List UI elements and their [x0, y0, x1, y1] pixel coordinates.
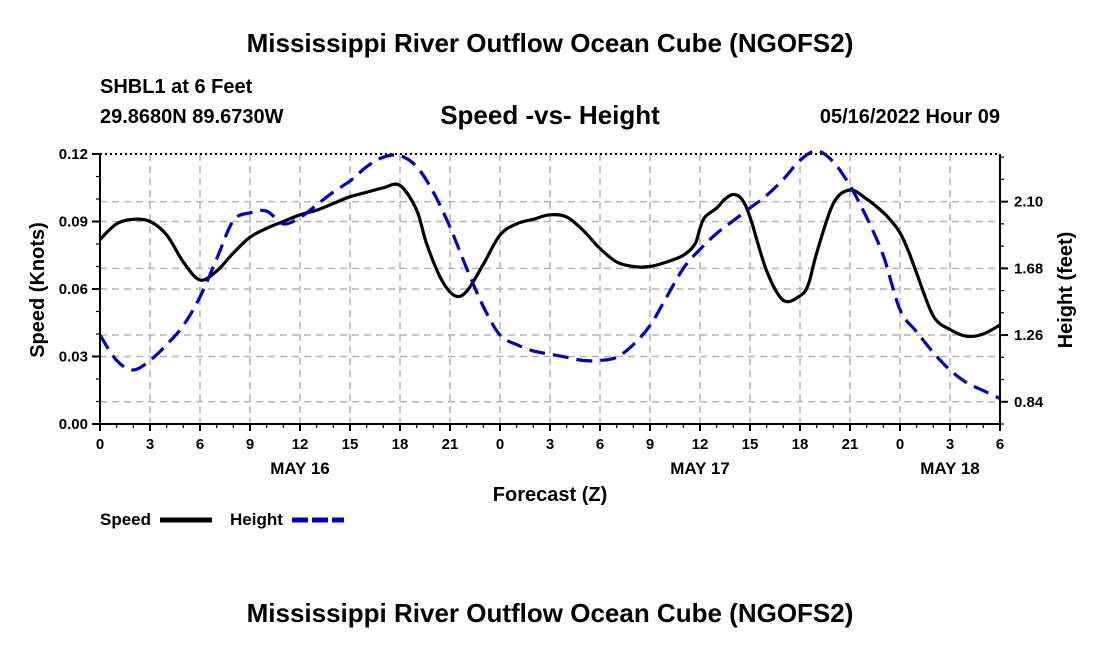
legend-label-height: Height	[230, 510, 283, 529]
x-tick-label: 12	[692, 436, 709, 453]
series-speed-line	[98, 182, 1001, 339]
y2-tick-label: 1.68	[1014, 260, 1043, 277]
station-label: SHBL1 at 6 Feet	[100, 76, 253, 98]
x-tick-label: 15	[742, 436, 759, 453]
y-tick-label: 0.09	[59, 214, 88, 231]
y2-tick-label: 1.26	[1014, 327, 1043, 344]
forecast-datestamp: 05/16/2022 Hour 09	[819, 106, 1000, 128]
x-date-label: MAY 16	[270, 459, 330, 478]
y2-tick-label: 0.84	[1014, 394, 1044, 411]
x-axis-label: Forecast (Z)	[493, 484, 607, 506]
y-axis-speed: 0.00 0.03 0.06 0.09 0.12	[59, 146, 100, 433]
page-title: Mississippi River Outflow Ocean Cube (NG…	[246, 28, 854, 58]
x-tick-label: 18	[792, 436, 809, 453]
series-layer	[98, 149, 1001, 401]
x-tick-label: 15	[342, 436, 359, 453]
x-tick-label: 6	[196, 436, 204, 453]
x-tick-label: 3	[546, 436, 554, 453]
x-tick-label: 18	[392, 436, 409, 453]
y2-axis-label: Height (feet)	[1055, 232, 1077, 349]
x-axis: 0 3 6 9 12 15 18 21 0 3 6 9 12 15 18 21 0 3 6 MAY 16 MAY 17 M…	[96, 424, 1004, 478]
x-tick-label: 0	[896, 436, 904, 453]
x-tick-label: 3	[146, 436, 154, 453]
x-tick-label: 3	[946, 436, 954, 453]
chart-subtitle: Speed -vs- Height	[440, 100, 660, 130]
grid-layer	[100, 154, 1000, 424]
x-tick-label: 21	[442, 436, 459, 453]
coordinates-label: 29.8680N 89.6730W	[100, 106, 284, 128]
x-tick-label: 0	[96, 436, 104, 453]
footer-title: Mississippi River Outflow Ocean Cube (NG…	[246, 598, 854, 628]
x-tick-label: 21	[842, 436, 859, 453]
y-tick-label: 0.06	[59, 281, 88, 298]
x-tick-label: 9	[646, 436, 654, 453]
x-tick-label: 0	[496, 436, 504, 453]
legend: Speed Height	[100, 510, 344, 529]
legend-label-speed: Speed	[100, 510, 151, 529]
y2-tick-label: 2.10	[1014, 194, 1043, 211]
x-date-label: MAY 18	[920, 459, 980, 478]
y-axis-label: Speed (Knots)	[27, 222, 49, 358]
x-tick-label: 9	[246, 436, 254, 453]
x-tick-label: 12	[292, 436, 309, 453]
x-tick-label: 6	[996, 436, 1004, 453]
y-tick-label: 0.12	[59, 146, 88, 163]
x-date-label: MAY 17	[670, 459, 730, 478]
x-tick-label: 6	[596, 436, 604, 453]
y-axis-height: 0.84 1.26 1.68 2.10	[1000, 156, 1044, 425]
y-tick-label: 0.00	[59, 416, 88, 433]
series-height-line	[98, 149, 1001, 401]
y-tick-label: 0.03	[59, 349, 88, 366]
